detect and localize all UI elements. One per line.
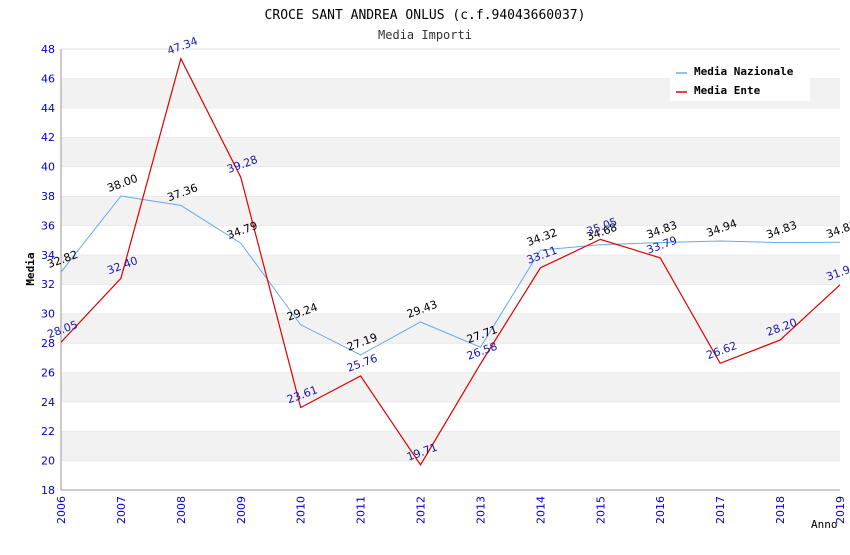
y-tick-label: 24: [41, 396, 55, 409]
y-tick-label: 18: [41, 484, 55, 497]
x-tick-label: 2010: [295, 496, 308, 524]
grid-band: [61, 254, 840, 285]
x-tick-label: 2008: [175, 496, 188, 524]
x-ticks: 2006 2007 2008 2009 2010 2011 2012 2013 2014 2015…: [55, 496, 847, 524]
x-tick-label: 2014: [534, 496, 547, 524]
x-tick-label: 2006: [55, 496, 68, 524]
x-tick-label: 2015: [594, 496, 607, 524]
y-tick-label: 28: [41, 337, 55, 350]
x-tick-label: 2012: [415, 496, 428, 524]
x-tick-label: 2009: [235, 496, 248, 524]
grid-bands: [61, 48, 840, 490]
y-axis-label: Media: [24, 252, 37, 285]
grid-band: [61, 313, 840, 343]
series-line: [60, 57, 841, 466]
grid-band: [61, 284, 840, 314]
x-tick-label: 2007: [115, 496, 128, 524]
legend-box: [670, 61, 810, 101]
axes: [60, 49, 840, 491]
y-tick-label: 26: [41, 366, 55, 379]
y-tick-label: 40: [41, 161, 55, 174]
grid-band: [61, 431, 840, 461]
grid-band: [61, 107, 840, 138]
grid-band: [61, 401, 840, 432]
x-tick-label: 2011: [355, 496, 368, 524]
y-tick-label: 30: [41, 308, 55, 321]
x-tick-label: 2017: [714, 496, 727, 524]
grid-band: [61, 372, 840, 402]
series-line: [60, 195, 841, 356]
legend-label-media-ente: Media Ente: [694, 84, 761, 97]
x-axis-label: Anno: [811, 518, 838, 531]
y-tick-label: 38: [41, 190, 55, 203]
y-ticks: 18 20 22 24 26 28 30 32 34 36 38 40 42 44 46 48: [41, 43, 55, 497]
chart-title: CROCE SANT ANDREA ONLUS (c.f.94043660037…: [265, 8, 586, 23]
x-tick-label: 2018: [774, 496, 787, 524]
grid-band: [61, 166, 840, 196]
y-tick-label: 34: [41, 249, 55, 262]
chart-subtitle: Media Importi: [378, 28, 472, 42]
grid-band: [61, 137, 840, 167]
grid-band: [61, 343, 840, 373]
grid-band: [61, 196, 840, 226]
legend-label-media-nazionale: Media Nazionale: [694, 65, 794, 78]
y-tick-label: 42: [41, 131, 55, 144]
grid-band: [61, 460, 840, 490]
x-tick-label: 2019: [834, 496, 847, 524]
y-tick-label: 48: [41, 43, 55, 56]
legend: Media Nazionale Media Ente: [670, 61, 810, 101]
x-tick-label: 2013: [474, 496, 487, 524]
y-tick-label: 36: [41, 219, 55, 232]
x-tick-label: 2016: [654, 496, 667, 524]
grid-band: [61, 225, 840, 255]
series-lines: [60, 57, 841, 466]
y-tick-label: 44: [41, 102, 55, 115]
y-tick-label: 32: [41, 278, 55, 291]
y-tick-label: 20: [41, 455, 55, 468]
y-tick-label: 46: [41, 72, 55, 85]
y-tick-label: 22: [41, 425, 55, 438]
